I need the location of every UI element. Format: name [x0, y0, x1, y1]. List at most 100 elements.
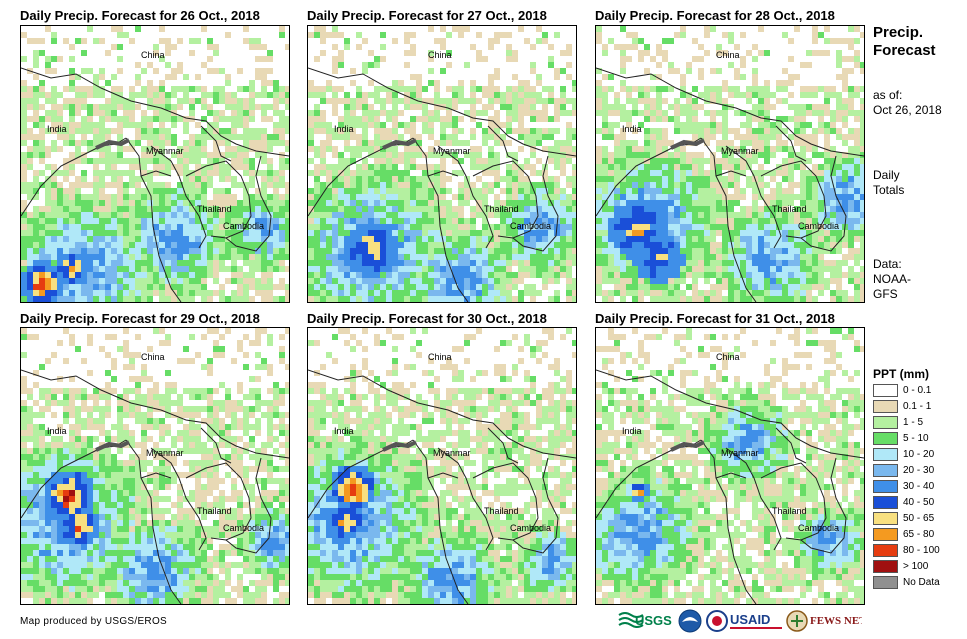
- fewsnet-logo-text: FEWS NET: [810, 615, 862, 627]
- map-label-myanmar: Myanmar: [721, 146, 759, 156]
- noaa-logo: [678, 609, 702, 633]
- legend-label: 80 - 100: [903, 545, 940, 556]
- map-panel-5: China India Myanmar Thailand Cambodia: [307, 327, 577, 605]
- legend-label: 50 - 65: [903, 513, 935, 524]
- legend-label: 65 - 80: [903, 529, 935, 540]
- legend-item: 5 - 10: [873, 431, 963, 446]
- legend-label: 5 - 10: [903, 433, 929, 444]
- map-label-myanmar: Myanmar: [721, 448, 759, 458]
- legend-item: 30 - 40: [873, 479, 963, 494]
- legend-item: 10 - 20: [873, 447, 963, 462]
- country-border: [472, 160, 539, 239]
- map-label-thailand: Thailand: [772, 204, 807, 214]
- data-source-block: Data: NOAA- GFS: [873, 257, 911, 302]
- precip-raster: [596, 328, 864, 604]
- legend-swatch: [873, 576, 898, 589]
- country-border: [225, 155, 272, 252]
- country-border: [725, 447, 782, 551]
- country-border: [512, 457, 559, 554]
- map-label-cambodia: Cambodia: [798, 523, 839, 533]
- map-label-china: China: [716, 352, 740, 362]
- country-border: [437, 145, 494, 249]
- precip-map: China India Myanmar Thailand Cambodia: [596, 328, 864, 604]
- map-label-thailand: Thailand: [484, 204, 519, 214]
- map-panel-6: China India Myanmar Thailand Cambodia: [595, 327, 865, 605]
- country-border: [427, 472, 459, 479]
- country-border: [800, 457, 847, 554]
- legend-item: 1 - 5: [873, 415, 963, 430]
- totals-line2: Totals: [873, 183, 905, 197]
- legend-swatch: [873, 400, 898, 413]
- country-border: [760, 462, 827, 541]
- country-border: [21, 67, 289, 157]
- map-label-thailand: Thailand: [484, 506, 519, 516]
- legend-item: 0 - 0.1: [873, 383, 963, 398]
- country-border: [185, 462, 252, 541]
- asof-date: Oct 26, 2018: [873, 103, 942, 117]
- precip-raster: [308, 328, 576, 604]
- country-border: [775, 125, 807, 162]
- legend-swatch: [873, 544, 898, 557]
- panel-title-6: Daily Precip. Forecast for 31 Oct., 2018: [595, 311, 835, 326]
- country-border: [225, 457, 272, 554]
- fewsnet-logo: FEWS NET: [786, 609, 867, 633]
- map-label-india: India: [334, 124, 354, 134]
- country-border: [427, 170, 459, 177]
- precip-map: China India Myanmar Thailand Cambodia: [308, 26, 576, 302]
- side-title-line1: Precip.: [873, 24, 924, 41]
- map-label-myanmar: Myanmar: [433, 146, 471, 156]
- precip-raster: [308, 26, 576, 302]
- map-label-myanmar: Myanmar: [146, 146, 184, 156]
- country-border: [700, 137, 757, 302]
- data-line3: GFS: [873, 287, 898, 301]
- coastline-delta: [670, 138, 705, 150]
- legend-label: 1 - 5: [903, 417, 924, 428]
- country-border: [150, 447, 207, 551]
- data-line1: Data:: [873, 257, 902, 271]
- legend-swatch: [873, 512, 898, 525]
- legend-swatch: [873, 416, 898, 429]
- map-label-thailand: Thailand: [197, 506, 232, 516]
- coastline-delta: [382, 440, 417, 452]
- legend-item: 0.1 - 1: [873, 399, 963, 414]
- panel-title-4: Daily Precip. Forecast for 29 Oct., 2018: [20, 311, 260, 326]
- map-label-cambodia: Cambodia: [510, 221, 551, 231]
- map-label-myanmar: Myanmar: [433, 448, 471, 458]
- map-label-myanmar: Myanmar: [146, 448, 184, 458]
- country-border: [715, 170, 747, 177]
- country-border: [596, 369, 864, 459]
- legend-title: PPT (mm): [873, 367, 930, 381]
- map-panel-4: China India Myanmar Thailand Cambodia: [20, 327, 290, 605]
- country-border: [308, 369, 576, 459]
- precip-raster: [21, 328, 289, 604]
- map-label-india: India: [47, 124, 67, 134]
- totals-line1: Daily: [873, 168, 900, 182]
- map-label-india: India: [622, 426, 642, 436]
- legend-swatch: [873, 448, 898, 461]
- asof-label: as of:: [873, 88, 903, 102]
- legend-item: > 100: [873, 559, 963, 574]
- legend-item: 40 - 50: [873, 495, 963, 510]
- country-border: [140, 170, 172, 177]
- country-border: [596, 67, 864, 157]
- legend-label: 10 - 20: [903, 449, 935, 460]
- country-border: [472, 462, 539, 541]
- map-label-india: India: [47, 426, 67, 436]
- usgs-logo-text: USGS: [635, 613, 672, 628]
- country-border: [725, 145, 782, 249]
- data-line2: NOAA-: [873, 272, 912, 286]
- map-label-china: China: [716, 50, 740, 60]
- map-label-china: China: [141, 352, 165, 362]
- legend-label: 0.1 - 1: [903, 401, 932, 412]
- precip-map: China India Myanmar Thailand Cambodia: [596, 26, 864, 302]
- precip-map: China India Myanmar Thailand Cambodia: [21, 26, 289, 302]
- map-label-cambodia: Cambodia: [510, 523, 551, 533]
- legend-label: > 100: [903, 561, 929, 572]
- map-label-china: China: [428, 352, 452, 362]
- country-border: [125, 137, 182, 302]
- map-label-india: India: [622, 124, 642, 134]
- country-border: [800, 155, 847, 252]
- map-panel-1: China India Myanmar Thailand Cambodia: [20, 25, 290, 303]
- country-border: [140, 472, 172, 479]
- legend-swatch: [873, 496, 898, 509]
